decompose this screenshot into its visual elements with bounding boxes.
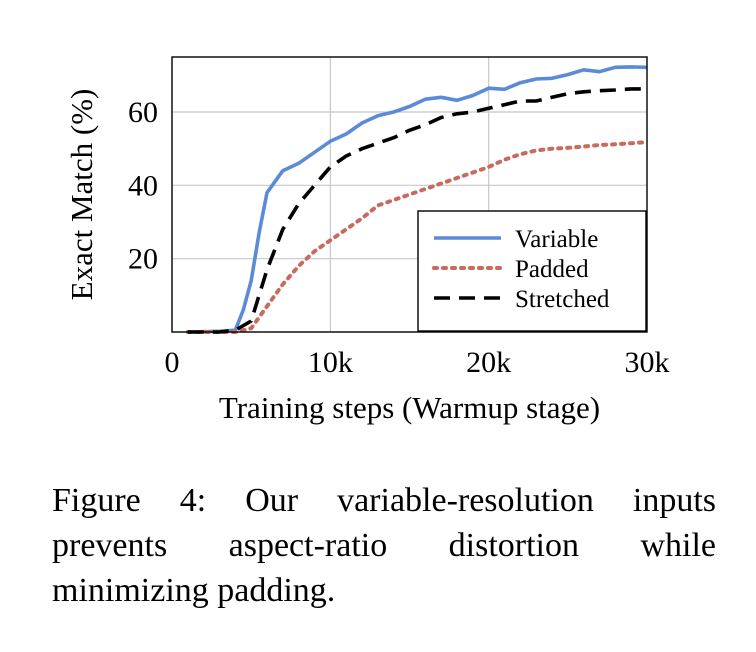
x-tick-label: 20k — [466, 346, 511, 379]
legend-entries: Variable Padded Stretched — [432, 226, 610, 313]
y-tick-label: 60 — [128, 96, 158, 129]
x-tick-label: 10k — [308, 346, 353, 379]
series-line-padded — [185, 140, 649, 334]
series-line-variable — [187, 65, 648, 334]
x-tick-label: 30k — [625, 346, 670, 379]
line-chart: 0 10k 20k 30k 20 40 60 Training steps (Warmup … — [64, 56, 670, 425]
x-tick-label: 0 — [165, 346, 180, 379]
legend: Variable Padded Stretched — [417, 210, 647, 332]
series-line-stretched — [187, 87, 647, 334]
y-tick-label: 40 — [128, 169, 158, 202]
legend-box — [417, 210, 647, 332]
y-axis-title: Exact Match (%) — [64, 89, 99, 301]
legend-label-padded: Padded — [515, 256, 589, 283]
tick-labels: 0 10k 20k 30k 20 40 60 — [128, 96, 670, 379]
y-tick-label: 20 — [128, 243, 158, 276]
legend-label-variable: Variable — [515, 226, 598, 253]
figure-caption: Figure 4: Our variable-resolution inputs… — [52, 482, 716, 609]
legend-label-stretched: Stretched — [515, 286, 610, 313]
x-axis-title: Training steps (Warmup stage) — [219, 390, 600, 425]
plot-frame — [171, 56, 648, 333]
grid-lines — [172, 57, 647, 332]
series-lines — [185, 65, 649, 334]
